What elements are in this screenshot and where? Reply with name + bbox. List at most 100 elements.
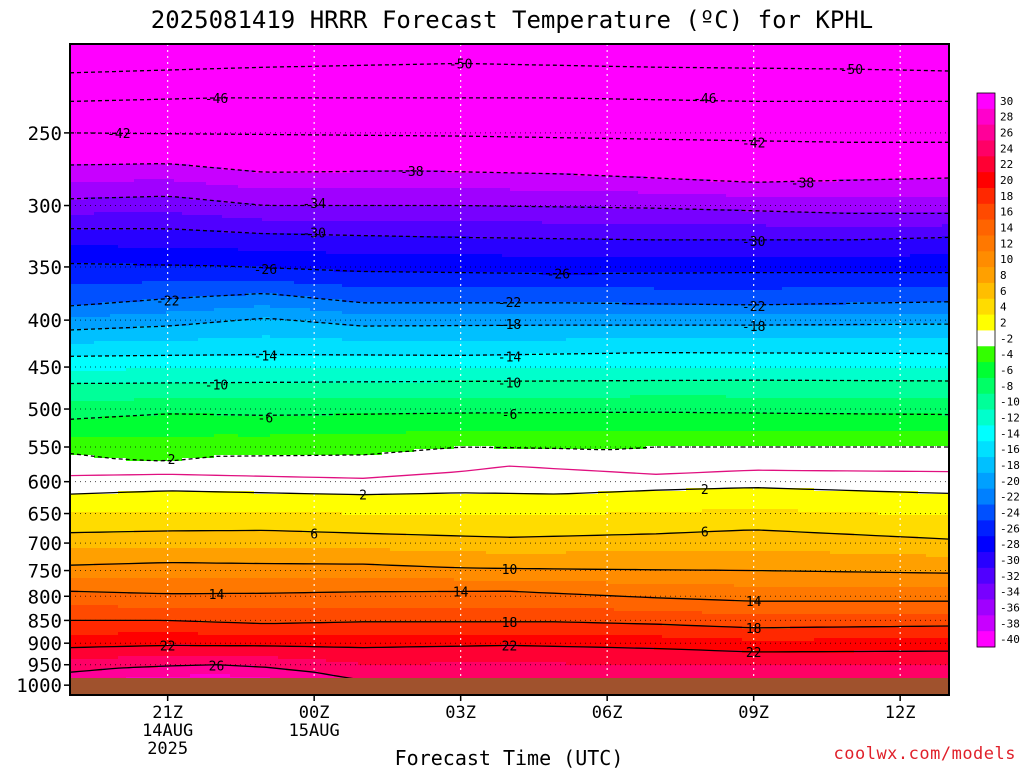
- colorbar-label: -34: [1000, 586, 1020, 599]
- colorbar-label: -2: [1000, 332, 1013, 345]
- contour-label: -14: [498, 350, 522, 365]
- colorbar-swatch: [977, 425, 995, 442]
- colorbar-swatch: [977, 488, 995, 506]
- colorbar-swatch: [977, 124, 995, 141]
- colorbar-label: -14: [1000, 427, 1020, 440]
- contour-label: 22: [502, 639, 518, 654]
- contour-0: [70, 465, 949, 479]
- x-tick-label: 2025: [147, 739, 188, 759]
- colorbar-swatch: [977, 599, 995, 616]
- colorbar-legend: 30 28 26 24 22 20 18 16 14 12 10 8 6 4 2 -2 -4 -6 -8 -10 -12…: [976, 92, 1020, 648]
- y-tick-label: 450: [28, 357, 62, 379]
- colorbar-swatch: [977, 362, 995, 379]
- x-axis-label: Forecast Time (UTC): [395, 746, 624, 768]
- plot-frame: [69, 43, 950, 696]
- temperature-field: [70, 44, 949, 695]
- ground-fill: [70, 678, 949, 695]
- colorbar-swatch: [977, 93, 995, 110]
- x-tick-label: 06Z: [592, 703, 623, 723]
- colorbar-swatch: [977, 520, 995, 537]
- contour-label: -34: [302, 197, 326, 212]
- colorbar-swatch: [977, 631, 995, 648]
- credit-text: coolwx.com/models: [833, 744, 1016, 764]
- contour-2: [70, 487, 949, 496]
- y-tick-label: 800: [28, 586, 62, 608]
- colorbar-label: 20: [1000, 174, 1013, 187]
- colorbar-label: -8: [1000, 380, 1013, 393]
- y-tick-label: 400: [28, 310, 62, 332]
- colorbar-label: 22: [1000, 158, 1013, 171]
- y-tick-label: 750: [28, 561, 62, 583]
- contour-label: 2: [701, 483, 709, 498]
- x-tick-label: 15AUG: [289, 721, 340, 741]
- colorbar-swatch: [977, 140, 995, 157]
- y-tick-label: 550: [28, 437, 62, 459]
- colorbar-swatch: [977, 251, 995, 268]
- colorbar-swatch: [977, 393, 995, 411]
- y-tick-label: 700: [28, 533, 62, 555]
- y-tick-label: 300: [28, 196, 62, 218]
- contour-6: [70, 529, 949, 540]
- contour-label: -42: [742, 136, 765, 151]
- colorbar-label: 4: [1000, 301, 1007, 314]
- x-tick-label: 00Z: [299, 703, 330, 723]
- colorbar-swatch: [977, 441, 995, 458]
- contour-22: [70, 644, 949, 653]
- colorbar-label: 18: [1000, 190, 1013, 203]
- contour-label: -38: [400, 165, 423, 180]
- contour-18: [70, 619, 949, 629]
- colorbar-swatch: [977, 409, 995, 426]
- colorbar-label: -32: [1000, 570, 1020, 583]
- colorbar-label: 16: [1000, 206, 1013, 219]
- colorbar-label: -22: [1000, 491, 1020, 504]
- contour-label: -50: [449, 57, 472, 72]
- colorbar-swatch: [977, 219, 995, 236]
- colorbar-label: -20: [1000, 475, 1020, 488]
- colorbar-swatch: [977, 552, 995, 569]
- contour-label: -46: [205, 92, 228, 107]
- contour-label: 14: [453, 585, 469, 600]
- y-tick-label: 350: [28, 257, 62, 279]
- contour-label: -10: [205, 378, 228, 393]
- colorbar-swatch: [977, 187, 995, 205]
- contour-label: -26: [254, 263, 277, 278]
- colorbar-swatch: [977, 377, 995, 395]
- colorbar-swatch: [977, 235, 995, 252]
- grid-lines: [70, 44, 949, 695]
- colorbar-swatch: [977, 583, 995, 601]
- colorbar-swatch: [977, 536, 995, 553]
- colorbar-swatch: [977, 615, 995, 632]
- colorbar-label: 26: [1000, 127, 1013, 140]
- contour-label: -46: [693, 92, 716, 107]
- colorbar-label: 2: [1000, 317, 1007, 330]
- contour-label: 6: [701, 526, 709, 541]
- contour-label: -18: [742, 320, 765, 335]
- colorbar-label: -4: [1000, 348, 1014, 361]
- contour-label: -30: [302, 226, 325, 241]
- colorbar-label: 6: [1000, 285, 1007, 298]
- x-tick-label: 14AUG: [142, 721, 193, 741]
- colorbar-label: -30: [1000, 554, 1020, 567]
- colorbar-swatch: [977, 457, 995, 474]
- colorbar-swatch: [977, 346, 995, 363]
- colorbar-label: 14: [1000, 222, 1014, 235]
- colorbar-label: -18: [1000, 459, 1020, 472]
- chart-title: 2025081419 HRRR Forecast Temperature (ºC…: [151, 6, 873, 34]
- contour-label: 26: [209, 660, 225, 675]
- colorbar-swatch: [977, 267, 995, 284]
- colorbar-label: -40: [1000, 633, 1020, 646]
- colorbar-swatch: [977, 203, 995, 221]
- contour-label: -38: [791, 176, 814, 191]
- isotherm-contours: -50 -50-46 -46-42-42-38-38-34-30-30-26 -26-…: [70, 57, 949, 682]
- contour-label: -22: [156, 295, 179, 310]
- contour-10: [70, 561, 949, 574]
- y-tick-label: 250: [28, 123, 62, 145]
- y-tick-label: 950: [28, 655, 62, 677]
- colorbar-label: 10: [1000, 253, 1013, 266]
- x-tick-label: 09Z: [738, 703, 769, 723]
- contour-label: -18: [498, 318, 521, 333]
- contour-label: 18: [502, 616, 518, 631]
- contour-label: -30: [742, 235, 765, 250]
